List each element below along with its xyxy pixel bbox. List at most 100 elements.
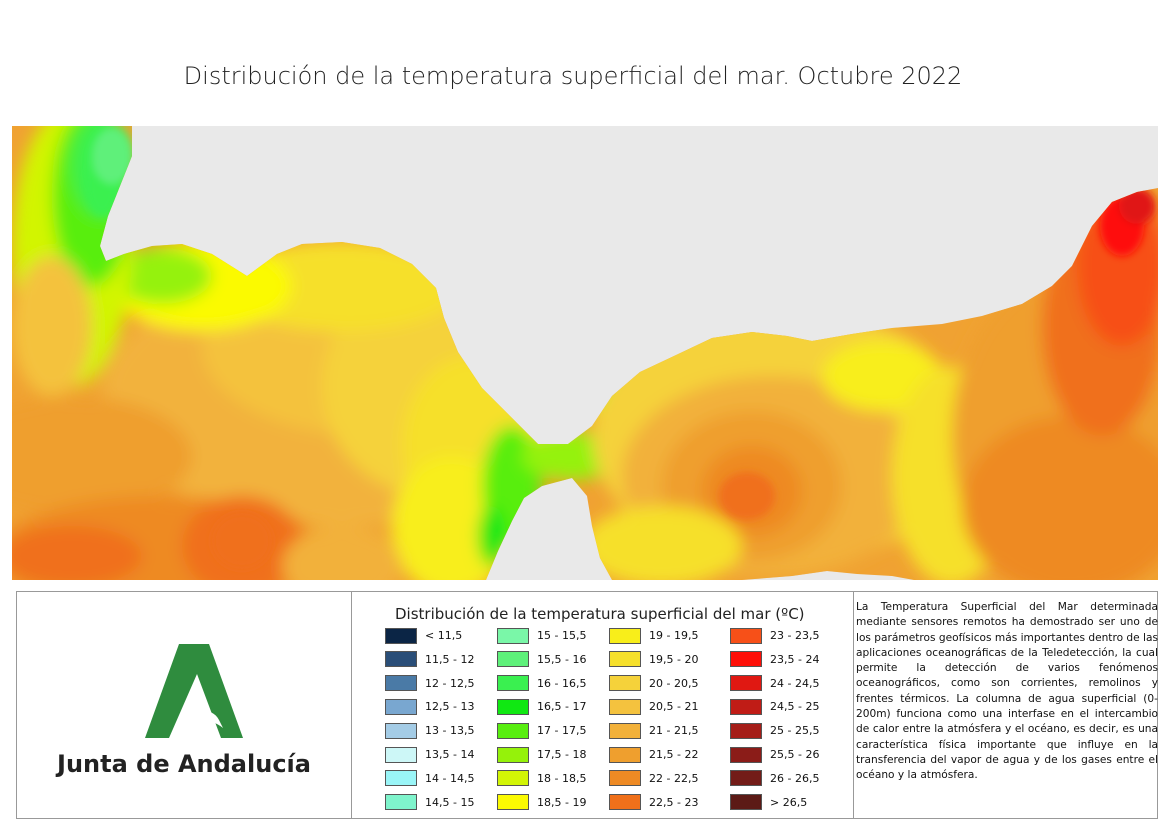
legend-label: 11,5 - 12 <box>425 652 475 666</box>
info-panel: Junta de Andalucía Distribución de la te… <box>16 591 1158 819</box>
legend-item: 24 - 24,5 <box>730 675 819 692</box>
legend-label: 24,5 - 25 <box>770 700 820 714</box>
legend-label: 16,5 - 17 <box>537 700 587 714</box>
legend-item: 16,5 - 17 <box>497 698 586 715</box>
legend-label: 20 - 20,5 <box>649 676 699 690</box>
legend-item: 17,5 - 18 <box>497 746 586 763</box>
legend-swatch <box>609 675 641 692</box>
legend-label: 25 - 25,5 <box>770 724 820 738</box>
description-text: La Temperatura Superficial del Mar deter… <box>856 601 1158 782</box>
legend-label: > 26,5 <box>770 795 808 809</box>
legend-label: 12,5 - 13 <box>425 700 475 714</box>
legend-item: 15 - 15,5 <box>497 627 586 644</box>
legend-label: 17 - 17,5 <box>537 724 587 738</box>
legend-swatch <box>730 722 762 739</box>
legend-swatch <box>609 770 641 787</box>
legend-label: 24 - 24,5 <box>770 676 820 690</box>
legend-item: 12 - 12,5 <box>385 675 474 692</box>
legend-swatch <box>730 770 762 787</box>
legend-label: 19,5 - 20 <box>649 652 699 666</box>
legend-label: 17,5 - 18 <box>537 748 587 761</box>
legend-swatch <box>609 794 641 811</box>
legend-label: 13 - 13,5 <box>425 724 475 738</box>
legend-item: 23 - 23,5 <box>730 627 819 644</box>
legend-item: 18 - 18,5 <box>497 770 586 787</box>
legend-item: 19,5 - 20 <box>609 651 698 668</box>
legend-title: Distribución de la temperatura superfici… <box>395 605 805 623</box>
legend-swatch <box>609 627 641 644</box>
legend-item: 25,5 - 26 <box>730 746 819 763</box>
legend-label: 16 - 16,5 <box>537 676 587 690</box>
legend-label: 23 - 23,5 <box>770 629 820 642</box>
legend-label: 15 - 15,5 <box>537 629 587 642</box>
legend-item: 17 - 17,5 <box>497 722 586 739</box>
legend-item: 25 - 25,5 <box>730 722 819 739</box>
legend-swatch <box>730 651 762 668</box>
map-title: Distribución de la temperatura superfici… <box>183 62 963 90</box>
legend-label: 26 - 26,5 <box>770 771 820 785</box>
legend-item: > 26,5 <box>730 794 807 811</box>
legend-swatch <box>730 746 762 763</box>
legend-label: 21,5 - 22 <box>649 748 699 761</box>
legend-swatch <box>385 770 417 787</box>
legend-swatch <box>609 651 641 668</box>
legend-label: 12 - 12,5 <box>425 676 475 690</box>
legend-item: 18,5 - 19 <box>497 794 586 811</box>
legend-swatch <box>385 627 417 644</box>
legend-item: 13 - 13,5 <box>385 722 474 739</box>
legend-swatch <box>497 722 529 739</box>
legend-swatch <box>385 722 417 739</box>
legend-label: 15,5 - 16 <box>537 652 587 666</box>
legend-item: 26 - 26,5 <box>730 770 819 787</box>
legend-item: 20 - 20,5 <box>609 675 698 692</box>
logo-text: Junta de Andalucía <box>57 750 311 778</box>
legend-swatch <box>730 794 762 811</box>
temperature-raster <box>12 126 1158 580</box>
legend-swatch <box>497 770 529 787</box>
legend-swatch <box>497 675 529 692</box>
legend-swatch <box>730 698 762 715</box>
legend-item: 11,5 - 12 <box>385 651 474 668</box>
legend-label: 21 - 21,5 <box>649 724 699 738</box>
legend-label: 14 - 14,5 <box>425 771 475 785</box>
legend-label: 20,5 - 21 <box>649 700 699 714</box>
legend-swatch <box>609 698 641 715</box>
legend-item: 15,5 - 16 <box>497 651 586 668</box>
legend-swatch <box>497 794 529 811</box>
legend-label: 14,5 - 15 <box>425 795 475 809</box>
legend-item: 22,5 - 23 <box>609 794 698 811</box>
legend-swatch <box>730 627 762 644</box>
legend-panel: Distribución de la temperatura superfici… <box>351 592 854 818</box>
legend-label: 18,5 - 19 <box>537 795 587 809</box>
legend-item: 23,5 - 24 <box>730 651 819 668</box>
legend-label: 22,5 - 23 <box>649 795 699 809</box>
legend-label: 13,5 - 14 <box>425 748 475 761</box>
legend-item: 21 - 21,5 <box>609 722 698 739</box>
legend-label: 23,5 - 24 <box>770 652 820 666</box>
legend-label: < 11,5 <box>425 629 463 642</box>
legend-swatch <box>497 698 529 715</box>
legend-item: 13,5 - 14 <box>385 746 474 763</box>
sea-temperature-map <box>12 126 1158 580</box>
legend-label: 19 - 19,5 <box>649 629 699 642</box>
legend-item: 14 - 14,5 <box>385 770 474 787</box>
legend-item: < 11,5 <box>385 627 462 644</box>
description-panel: La Temperatura Superficial del Mar deter… <box>853 592 1159 818</box>
legend-swatch <box>497 627 529 644</box>
legend-swatch <box>385 746 417 763</box>
legend-item: 21,5 - 22 <box>609 746 698 763</box>
legend-item: 24,5 - 25 <box>730 698 819 715</box>
legend-item: 14,5 - 15 <box>385 794 474 811</box>
legend-swatch <box>609 722 641 739</box>
legend-swatch <box>385 651 417 668</box>
legend-label: 18 - 18,5 <box>537 771 587 785</box>
legend-label: 22 - 22,5 <box>649 771 699 785</box>
legend-item: 12,5 - 13 <box>385 698 474 715</box>
legend-swatch <box>385 794 417 811</box>
legend-item: 19 - 19,5 <box>609 627 698 644</box>
legend-item: 20,5 - 21 <box>609 698 698 715</box>
legend-item: 16 - 16,5 <box>497 675 586 692</box>
junta-andalucia-logo-icon <box>145 644 243 738</box>
legend-swatch <box>385 698 417 715</box>
legend-label: 25,5 - 26 <box>770 748 820 761</box>
